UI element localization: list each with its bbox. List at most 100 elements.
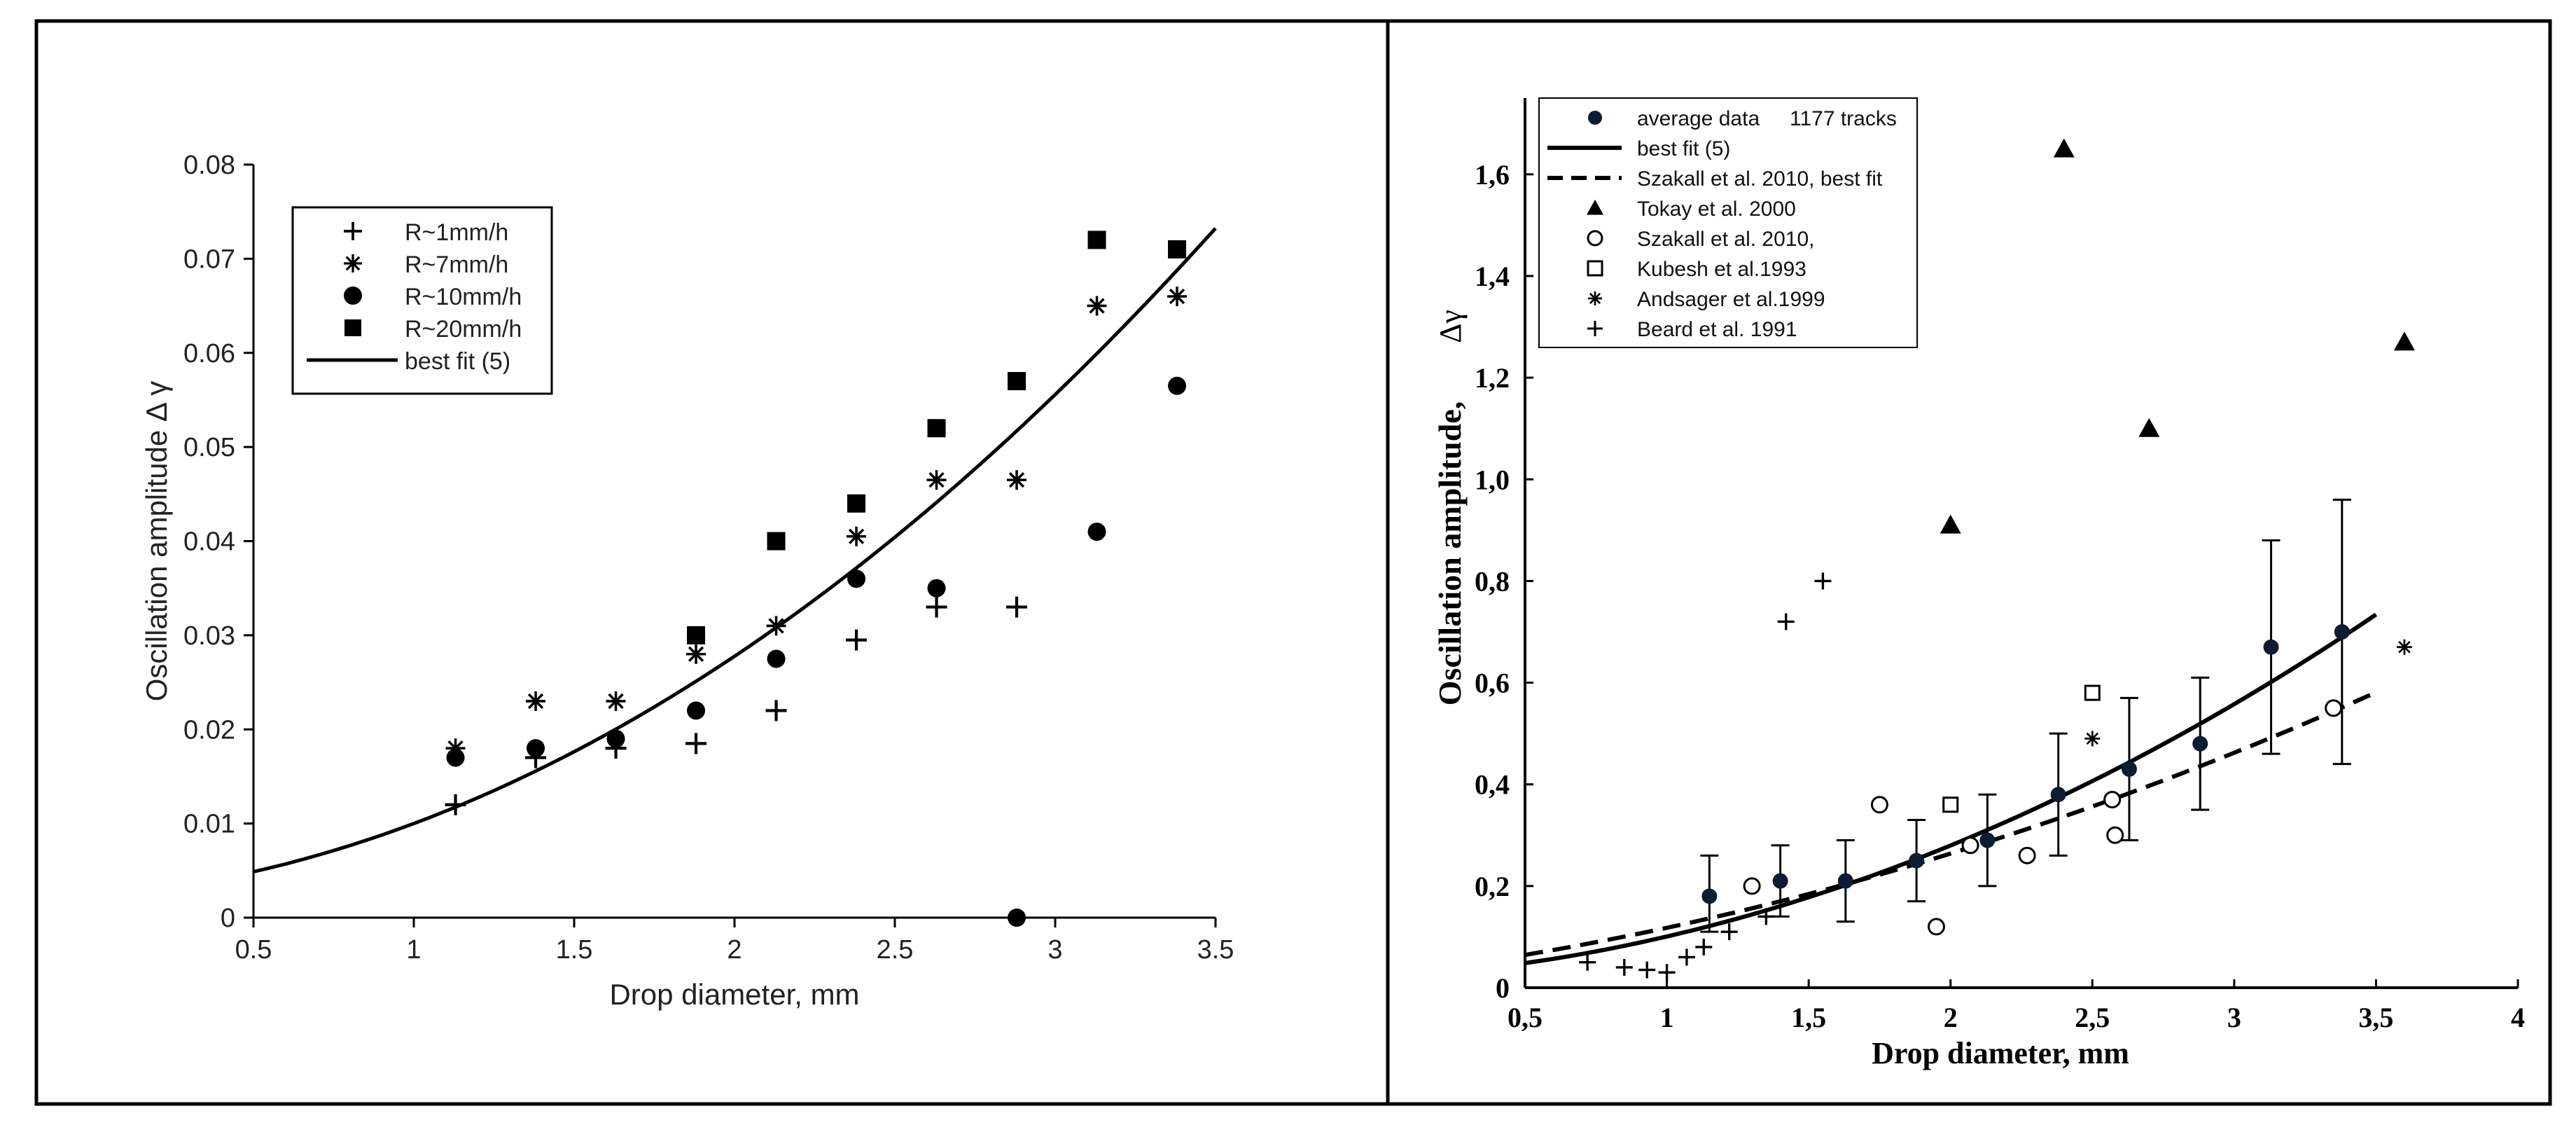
left-point-circle-shape [1087, 523, 1106, 541]
right-point-dot-shape [2121, 761, 2137, 777]
left-legend-box [291, 206, 553, 395]
left-point-square [767, 532, 786, 551]
right-point-dot-shape [1909, 853, 1925, 869]
left-point-circle [606, 729, 625, 748]
right-point-plus [1777, 613, 1795, 630]
right-x-tick-label: 1,5 [1791, 1002, 1826, 1033]
right-chart: 0,5 1 1,5 2 2,5 3 3,5 4 0 0,2 0,4 0,6 0,8 1,0 1,2 1,4 1,… [1432, 97, 2525, 1070]
right-point-triangle-shape [2138, 417, 2160, 437]
right-point-dot [2334, 624, 2350, 640]
right-point-asterisk-ray [2398, 641, 2411, 654]
left-point-plus [445, 794, 466, 815]
right-y-tick-label: 0,8 [1475, 565, 1510, 597]
right-y-tick-label: 1,4 [1475, 261, 1510, 292]
left-point-square [847, 494, 866, 513]
right-point-open-circle-shape [1743, 877, 1761, 895]
right-point-triangle-shape [2393, 331, 2415, 351]
left-point-circle [1087, 523, 1106, 541]
right-legend-marker-asterisk-ray [1589, 292, 1601, 305]
left-point-square [1008, 372, 1026, 391]
right-point-plus [1757, 908, 1775, 925]
right-point-plus [1579, 953, 1596, 971]
right-point-open-circle-shape [2325, 699, 2343, 717]
right-x-tick-label: 1 [1660, 1002, 1674, 1033]
left-point-asterisk [847, 526, 867, 546]
left-point-asterisk [1087, 296, 1107, 316]
right-y-axis-label: Oscillation amplitude, [1432, 401, 1468, 705]
right-legend-marker-asterisk [1588, 291, 1602, 305]
right-legend-label: Szakall et al. 2010, best fit [1637, 167, 1883, 191]
left-point-circle-shape [847, 570, 866, 588]
right-point-triangle [2138, 417, 2160, 437]
right-point-plus [1695, 938, 1713, 955]
right-x-tick-label: 3,5 [2358, 1002, 2393, 1033]
left-point-square-shape [1087, 230, 1106, 249]
right-point-triangle [2393, 331, 2415, 351]
right-point-dot [2263, 639, 2279, 655]
left-legend-label: R~7mm/h [405, 251, 508, 278]
right-legend-marker-triangle-shape [1587, 200, 1603, 215]
left-point-asterisk-ray [1169, 288, 1185, 305]
right-point-dot-shape [2263, 639, 2279, 655]
right-x-tick-label: 2,5 [2075, 1002, 2110, 1033]
left-legend-label: best fit (5) [405, 348, 510, 375]
left-legend-marker-circle [344, 287, 362, 305]
right-point-plus [1720, 923, 1738, 941]
left-point-square [1168, 240, 1187, 258]
right-point-dot-shape [1837, 873, 1853, 889]
right-point-dot [1701, 888, 1718, 904]
left-point-plus [1006, 596, 1028, 618]
left-x-tick-label: 2 [727, 935, 742, 965]
left-best-fit-line [253, 227, 1217, 874]
left-point-circle [527, 739, 545, 758]
left-legend-label: R~10mm/h [405, 284, 522, 310]
right-point-open-circle-shape [2106, 826, 2124, 844]
right-point-open-circle-shape [1927, 918, 1945, 936]
left-legend-marker-square [344, 319, 361, 336]
right-x-tick-label: 4 [2511, 1002, 2525, 1033]
left-point-plus [846, 629, 868, 651]
left-x-tick-label: 1 [406, 935, 421, 965]
outer-border [34, 19, 2552, 1106]
right-point-dot [2192, 736, 2208, 752]
right-x-tick-label: 2 [1944, 1002, 1958, 1033]
right-point-asterisk [2084, 731, 2101, 747]
right-legend-label: Andsager et al.1999 [1637, 288, 1825, 311]
left-point-square [1087, 230, 1106, 249]
right-legend-marker-dot [1588, 111, 1602, 125]
left-point-asterisk [526, 691, 546, 711]
right-point-open-circle-shape [1870, 796, 1888, 814]
right-point-open-circle-shape [2018, 846, 2036, 864]
left-point-asterisk-ray [688, 646, 704, 662]
right-y-tick-label: 1,0 [1475, 464, 1510, 495]
left-point-asterisk [1007, 470, 1027, 490]
left-legend-marker-plus [344, 222, 362, 240]
left-point-asterisk [766, 616, 786, 636]
left-y-tick-label: 0.08 [183, 151, 235, 180]
right-point-open-circle [2018, 846, 2036, 864]
right-point-open-square-shape [2084, 684, 2101, 701]
left-point-asterisk [1167, 287, 1188, 307]
left-point-circle [446, 748, 465, 767]
right-point-open-square [2084, 684, 2101, 701]
left-point-plus [926, 596, 947, 618]
left-x-tick-label: 3 [1047, 935, 1062, 965]
left-y-axis-label: Oscillation amplitude Δ γ [140, 381, 173, 702]
right-point-asterisk-ray [2086, 732, 2099, 745]
left-point-square-shape [847, 494, 866, 513]
right-legend-label: Tokay et al. 2000 [1637, 198, 1796, 221]
left-point-circle-shape [1008, 909, 1026, 927]
right-point-open-square-shape [1942, 796, 1959, 813]
right-y-tick-label: 0,2 [1475, 871, 1510, 902]
left-point-asterisk [686, 644, 706, 664]
left-point-asterisk [606, 691, 626, 711]
left-chart: 0.5 1 1.5 2 2.5 3 3.5 0 0.01 0.02 0.03 0.04 0.05 0.06… [140, 151, 1234, 1011]
left-point-plus [685, 733, 707, 754]
right-point-triangle-shape [2053, 138, 2075, 158]
left-legend-label: R~1mm/h [405, 219, 508, 246]
left-legend-label: R~20mm/h [405, 316, 522, 343]
left-point-square-shape [1008, 372, 1026, 391]
right-point-dot-shape [1772, 873, 1788, 889]
left-point-asterisk-ray [527, 693, 544, 710]
